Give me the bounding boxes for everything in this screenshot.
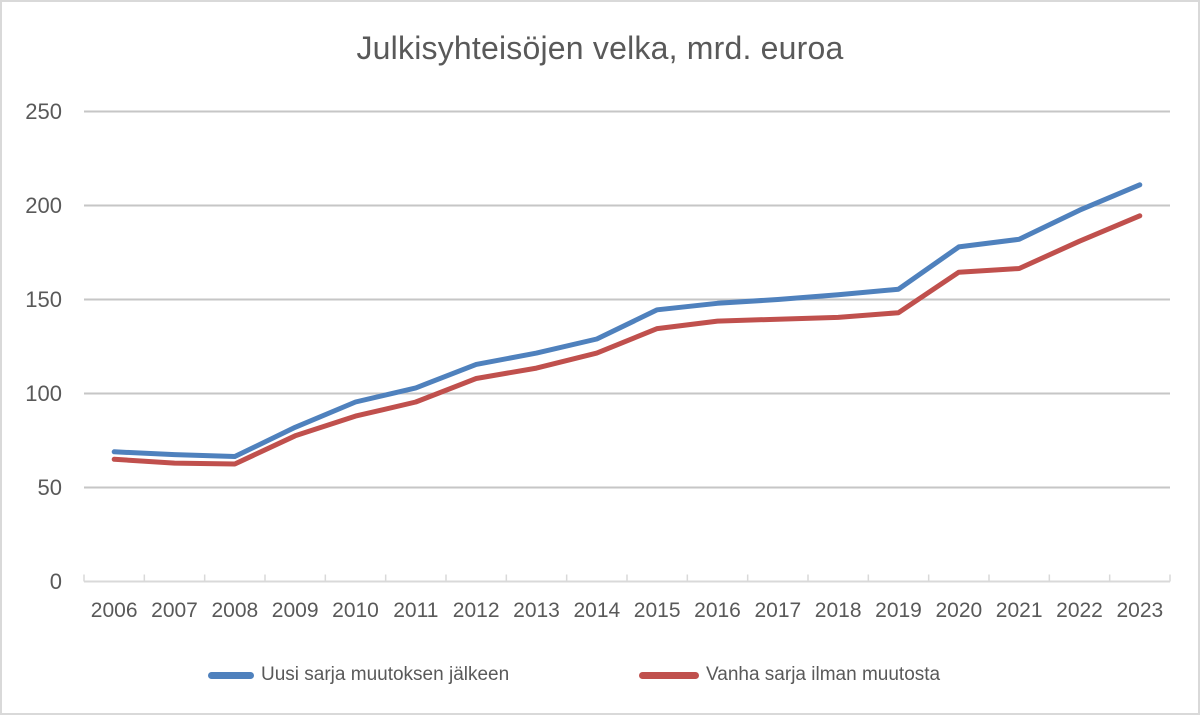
x-axis-label-2019: 2019 <box>875 599 922 622</box>
x-axis-label-2012: 2012 <box>452 599 500 622</box>
y-axis-labels: 0 50 100 150 200 250 <box>2 2 64 713</box>
x-axis-label-2010: 2010 <box>332 599 379 622</box>
series-line-old <box>111 213 1143 467</box>
y-axis-label-200: 200 <box>25 192 62 218</box>
legend-label-old-series: Vanha sarja ilman muutosta <box>706 664 941 685</box>
x-axis-label-2009: 2009 <box>271 599 319 622</box>
x-axis-label-2011: 2011 <box>393 599 439 622</box>
legend-item-new-series: Uusi sarja muutoksen jälkeen <box>208 662 509 688</box>
x-axis-label-2006: 2006 <box>90 599 138 622</box>
legend-swatch-old-series-icon <box>639 671 699 679</box>
x-axis-label-2007: 2007 <box>151 599 198 622</box>
x-axis-label-2023: 2023 <box>1116 599 1164 622</box>
series-line-new <box>111 182 1143 459</box>
x-axis-label-2014: 2014 <box>573 599 621 622</box>
legend-item-old-series: Vanha sarja ilman muutosta <box>639 662 940 688</box>
x-axis-label-2022: 2022 <box>1056 599 1103 622</box>
x-axis-label-2017: 2017 <box>754 599 802 622</box>
x-axis-label-2018: 2018 <box>814 599 862 622</box>
x-axis-label-2013: 2013 <box>513 599 560 622</box>
x-axis-label-2021: 2021 <box>995 599 1043 622</box>
y-axis-label-150: 150 <box>25 286 62 312</box>
x-axis-label-2008: 2008 <box>211 599 259 622</box>
y-axis-label-100: 100 <box>25 380 62 406</box>
legend-label-new-series: Uusi sarja muutoksen jälkeen <box>261 664 510 685</box>
x-axis-label-2016: 2016 <box>694 599 741 622</box>
y-axis-label-0: 0 <box>49 568 62 594</box>
x-axis-label-2020: 2020 <box>935 599 983 622</box>
chart-title: Julkisyhteisöjen velka, mrd. euroa <box>356 30 844 66</box>
y-axis-label-50: 50 <box>37 474 62 500</box>
x-axis-label-2015: 2015 <box>633 599 681 622</box>
y-axis-label-250: 250 <box>25 98 62 124</box>
legend: Uusi sarja muutoksen jälkeen Vanha sarja… <box>2 662 1198 692</box>
legend-swatch-new-series-icon <box>208 671 254 679</box>
x-axis-labels: 2006 2007 2008 2009 2010 2011 2012 2013 2014 2015… <box>2 598 1198 628</box>
